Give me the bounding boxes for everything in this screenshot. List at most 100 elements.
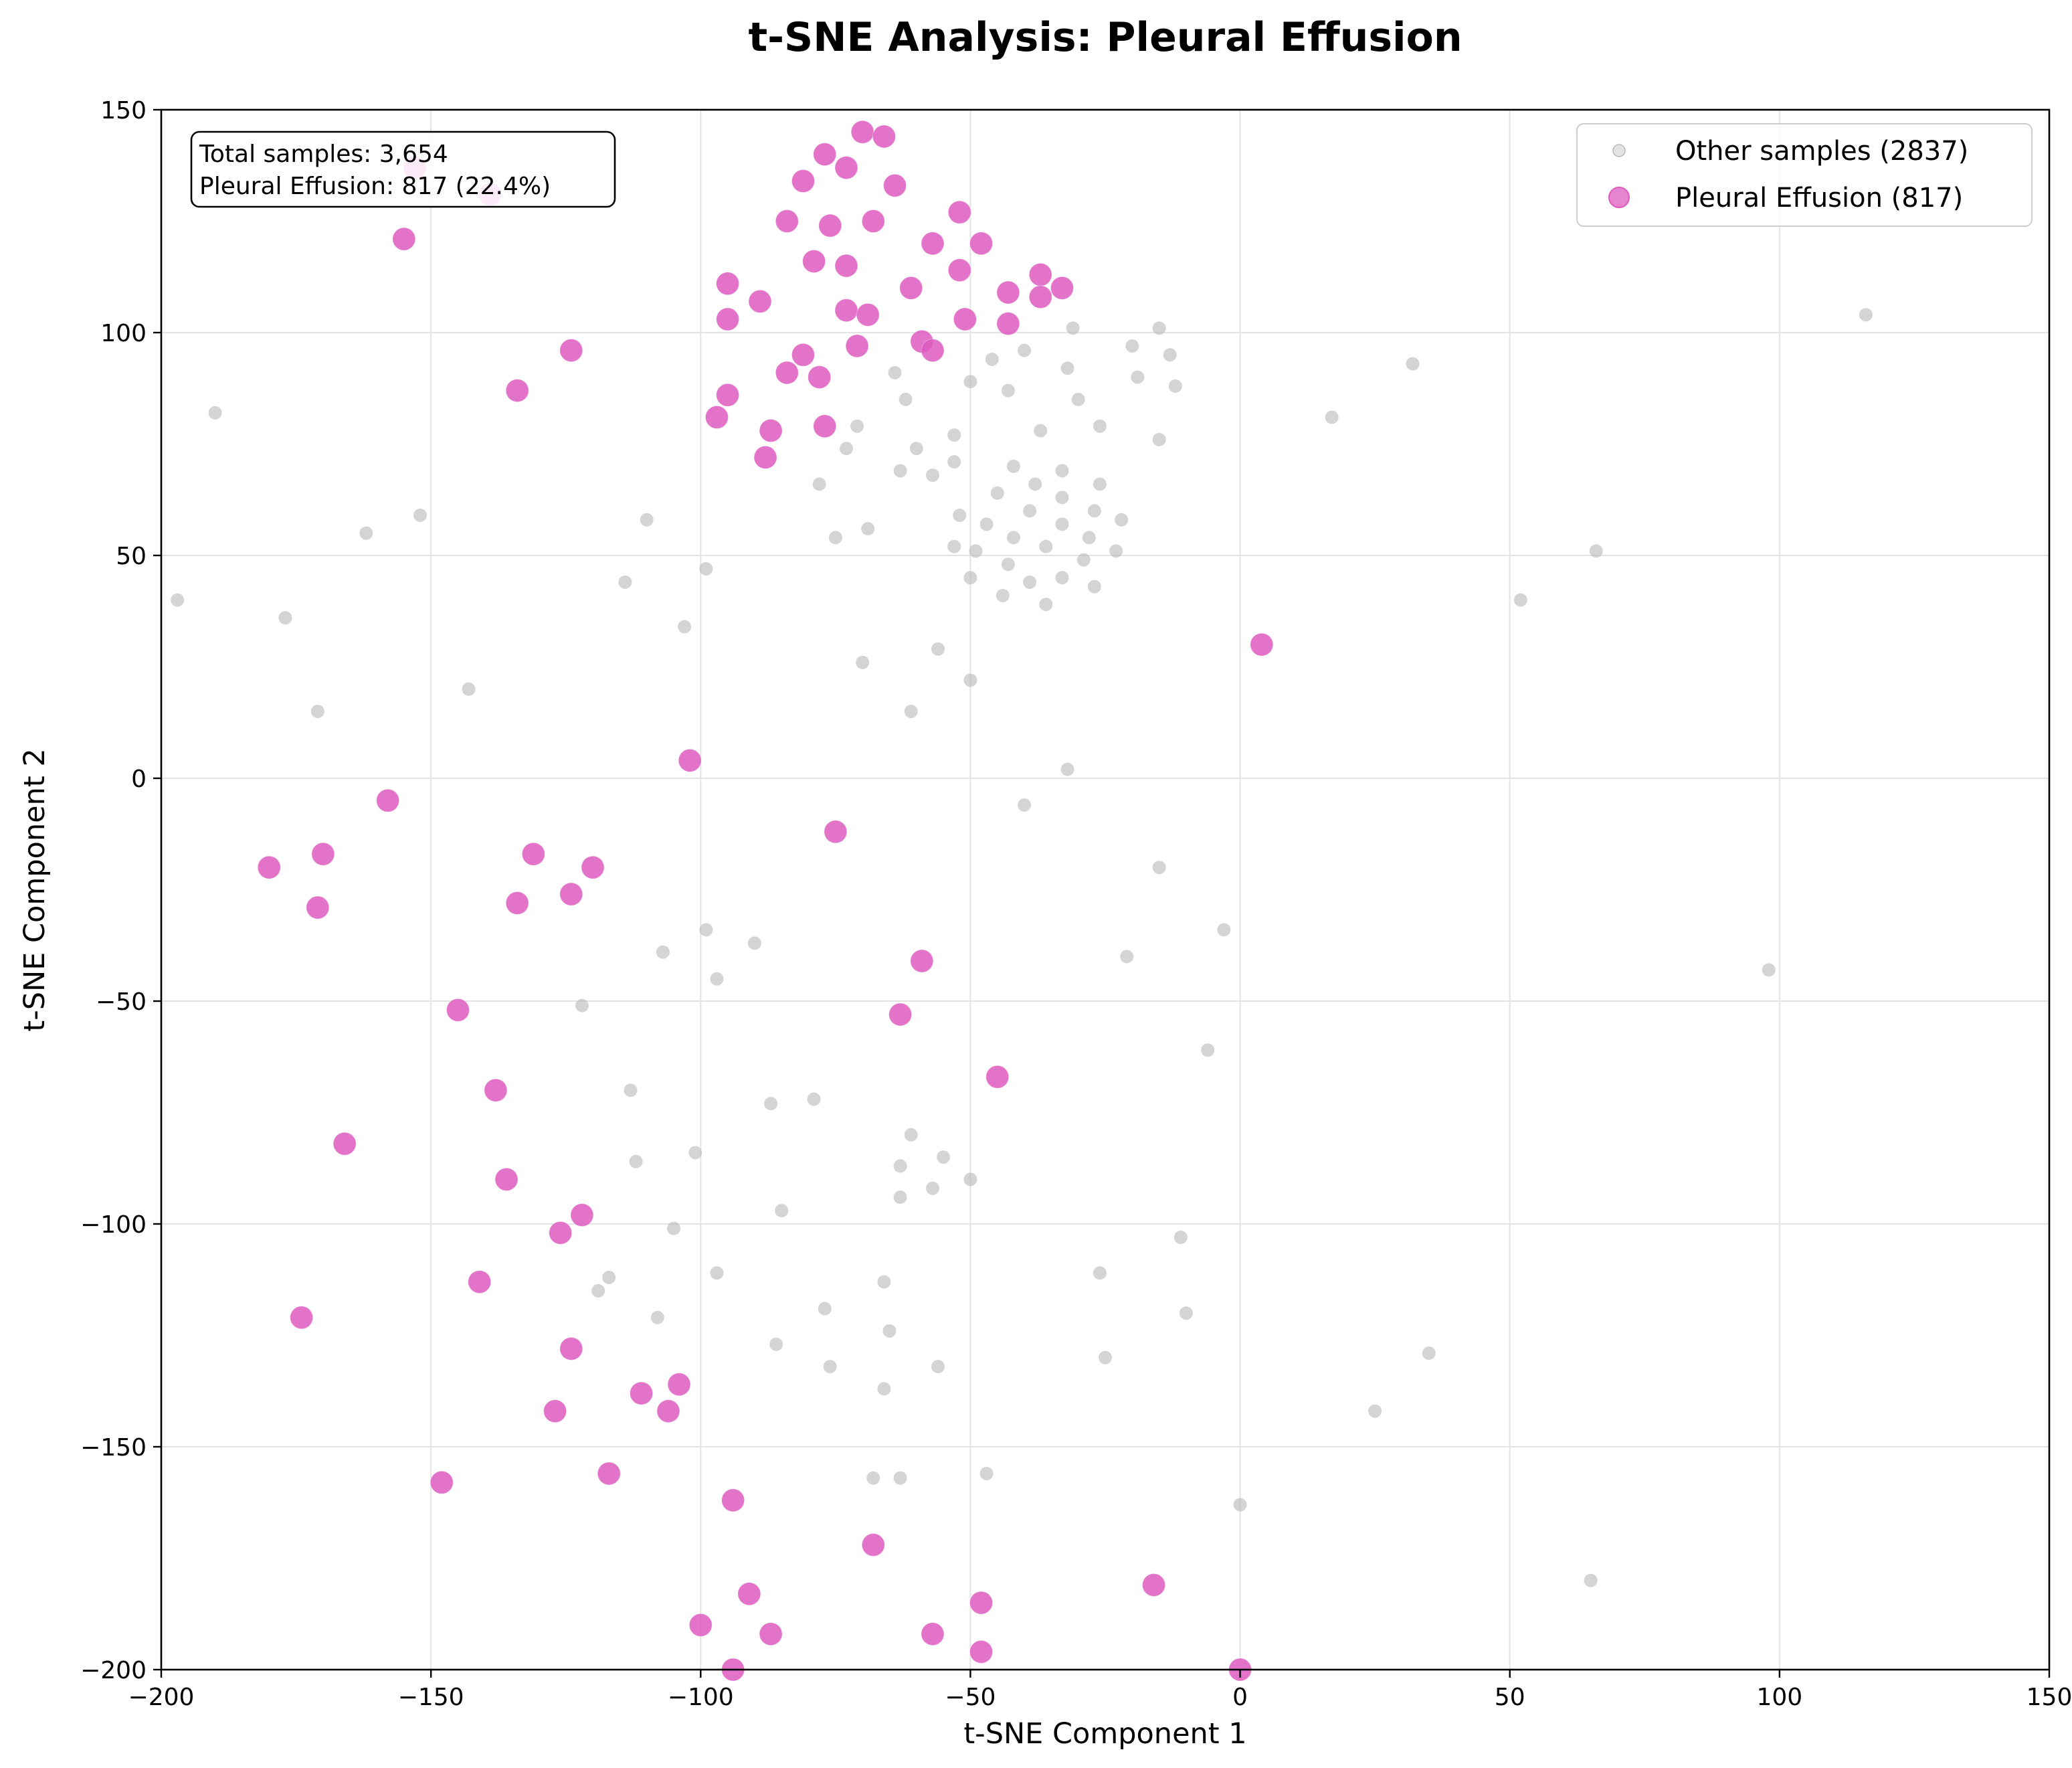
pleural-effusion-point xyxy=(861,1533,885,1557)
pleural-effusion-point xyxy=(446,998,470,1022)
pleural-effusion-point xyxy=(834,156,858,180)
pleural-effusion-point xyxy=(333,1132,357,1156)
pleural-effusion-point xyxy=(888,1002,913,1027)
other-sample-point xyxy=(1018,343,1032,357)
pleural-effusion-point xyxy=(521,842,545,866)
other-sample-point xyxy=(990,486,1004,500)
pleural-effusion-point xyxy=(921,232,945,256)
other-sample-point xyxy=(1082,531,1096,545)
pleural-effusion-point xyxy=(688,1613,713,1637)
legend-label-other-samples: Other samples (2837) xyxy=(1675,136,1968,167)
other-sample-point xyxy=(996,588,1010,602)
pleural-effusion-point xyxy=(257,855,281,879)
other-sample-point xyxy=(1028,477,1042,491)
pleural-effusion-point xyxy=(845,334,869,358)
other-sample-point xyxy=(937,1150,951,1164)
other-sample-point xyxy=(699,561,713,576)
legend-marker-other-samples xyxy=(1612,144,1626,157)
other-sample-point xyxy=(963,1172,977,1186)
pleural-effusion-point xyxy=(759,1622,783,1646)
other-sample-point xyxy=(899,392,913,406)
other-sample-point xyxy=(947,455,961,469)
other-sample-point xyxy=(1006,459,1020,473)
pleural-effusion-point xyxy=(753,445,777,469)
pleural-effusion-point xyxy=(850,120,874,144)
pleural-effusion-point xyxy=(861,209,885,233)
other-sample-point xyxy=(1023,575,1037,589)
y-tick-label: −50 xyxy=(96,988,147,1016)
other-sample-point xyxy=(850,419,864,433)
other-sample-point xyxy=(963,673,977,687)
other-sample-point xyxy=(856,655,870,669)
pleural-effusion-point xyxy=(581,855,605,879)
other-sample-point xyxy=(1589,544,1603,558)
other-sample-point xyxy=(1233,1498,1247,1512)
other-sample-point xyxy=(1023,504,1037,518)
other-sample-point xyxy=(963,571,977,585)
other-sample-point xyxy=(591,1284,605,1298)
pleural-effusion-point xyxy=(716,307,740,331)
other-sample-point xyxy=(893,1159,907,1173)
other-sample-point xyxy=(931,1360,945,1374)
other-sample-point xyxy=(1368,1404,1382,1418)
other-sample-point xyxy=(640,513,654,527)
other-sample-point xyxy=(1513,593,1527,607)
other-sample-point xyxy=(812,477,826,491)
other-sample-point xyxy=(904,1128,918,1142)
pleural-effusion-point xyxy=(969,232,994,256)
other-sample-point xyxy=(1217,923,1231,937)
pleural-effusion-point xyxy=(392,227,416,251)
legend-marker-pleural-effusion xyxy=(1608,187,1630,208)
other-sample-point xyxy=(710,972,724,986)
pleural-effusion-point xyxy=(656,1399,680,1423)
x-tick-label: 100 xyxy=(1756,1684,1802,1711)
pleural-effusion-point xyxy=(834,298,858,323)
other-sample-point xyxy=(575,998,589,1012)
other-sample-point xyxy=(1859,308,1873,322)
other-sample-point xyxy=(1087,580,1101,594)
pleural-effusion-point xyxy=(1142,1573,1166,1597)
pleural-effusion-point xyxy=(969,1591,994,1615)
y-axis-label: t-SNE Component 2 xyxy=(18,748,52,1031)
other-sample-point xyxy=(1115,513,1129,527)
pleural-effusion-point xyxy=(824,820,848,844)
other-sample-point xyxy=(764,1097,778,1111)
x-tick-label: 50 xyxy=(1495,1684,1525,1711)
other-sample-point xyxy=(947,539,961,553)
other-sample-point xyxy=(650,1310,664,1324)
other-sample-point xyxy=(877,1275,891,1289)
other-sample-point xyxy=(807,1092,821,1106)
y-tick-label: 50 xyxy=(116,543,147,570)
pleural-effusion-point xyxy=(985,1065,1010,1089)
other-sample-point xyxy=(413,509,428,523)
pleural-effusion-point xyxy=(947,258,971,282)
other-sample-point xyxy=(1034,424,1048,438)
grid-lines xyxy=(161,110,2049,1670)
pleural-effusion-point xyxy=(559,882,583,906)
pleural-effusion-point xyxy=(791,343,815,367)
pleural-effusion-point xyxy=(748,289,772,313)
info-box: Total samples: 3,654 Pleural Effusion: 8… xyxy=(190,130,616,208)
other-sample-point xyxy=(624,1083,638,1097)
pleural-effusion-point xyxy=(290,1306,314,1330)
other-sample-point xyxy=(828,531,842,545)
pleural-effusion-point xyxy=(872,124,896,149)
x-tick-label: −50 xyxy=(945,1684,996,1711)
pleural-effusion-point xyxy=(921,339,945,363)
x-tick-label: −150 xyxy=(398,1684,464,1711)
pleural-effusion-point xyxy=(759,419,783,443)
other-sample-point xyxy=(656,945,670,959)
pleural-effusion-point xyxy=(430,1470,454,1494)
y-tick-label: −150 xyxy=(80,1434,147,1462)
other-sample-point xyxy=(1168,379,1182,393)
other-sample-point xyxy=(1109,544,1123,558)
pleural-effusion-point xyxy=(921,1622,945,1646)
other-sample-point xyxy=(861,522,875,536)
plot-area-frame xyxy=(160,108,2051,1671)
info-pleural-effusion: Pleural Effusion: 817 (22.4%) xyxy=(199,173,551,200)
other-sample-point xyxy=(893,1190,907,1205)
other-sample-point xyxy=(877,1382,891,1396)
pleural-effusion-point xyxy=(969,1640,994,1664)
pleural-effusion-point xyxy=(716,383,740,407)
